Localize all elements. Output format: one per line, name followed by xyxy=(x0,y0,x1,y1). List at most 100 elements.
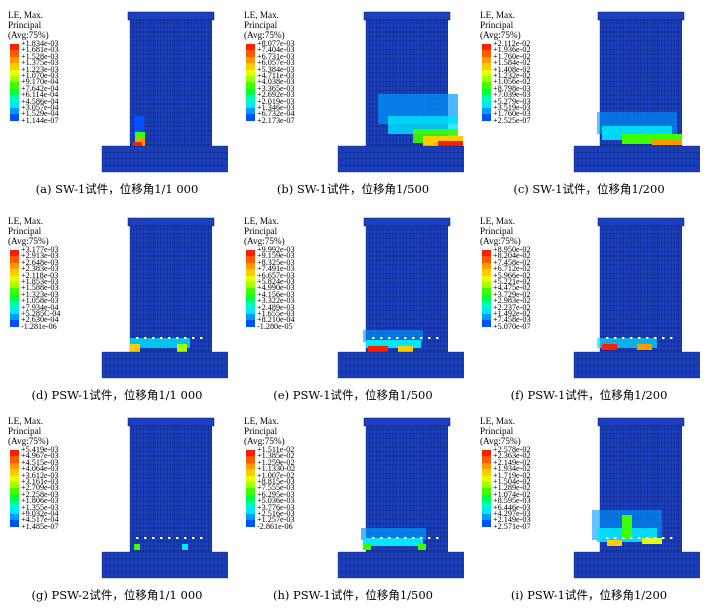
legend-row: +1.834e-03 xyxy=(8,39,59,51)
legend-value: +5.221e-02 xyxy=(493,276,531,286)
legend-row: +3.612e-03 xyxy=(8,471,59,482)
legend-row: +1.584e-02 xyxy=(480,58,531,70)
legend-row: +1.760e-03 xyxy=(480,109,531,121)
legend-value: +1.504e-02 xyxy=(493,476,531,486)
legend-value: +1.070e-03 xyxy=(21,70,59,80)
legend-swatch xyxy=(482,82,491,89)
legend-value: +1.289e-02 xyxy=(493,483,531,493)
legend-row: +6.057e-03 xyxy=(244,58,295,70)
legend-value: +2.019e-03 xyxy=(257,96,295,106)
legend-value: +5.824e-03 xyxy=(257,276,295,286)
legend-row: +6.712e-02 xyxy=(480,264,531,276)
strain-concentration xyxy=(597,338,657,348)
legend-header-line: LE, Max. xyxy=(8,10,43,20)
legend-value: +4.517e-04 xyxy=(21,515,59,525)
legend-row: +1.007e-02 xyxy=(244,471,295,482)
panel-g: LE, Max. Principal (Avg:75%) +5.419e-03 +4.9… xyxy=(2,410,232,610)
strain-concentration xyxy=(134,116,144,136)
loading-beam xyxy=(127,217,215,227)
strain-concentration xyxy=(637,344,652,350)
legend-row: +2.516e-03 xyxy=(244,509,295,521)
legend-value: +1.007e-02 xyxy=(257,470,295,480)
legend-row: +7.404e-03 xyxy=(244,45,295,57)
legend-swatch xyxy=(10,501,19,508)
legend-swatch xyxy=(482,507,491,514)
legend-swatch xyxy=(482,501,491,508)
legend-header-line: (Avg:75%) xyxy=(480,436,521,446)
legend-value: +4.711e-03 xyxy=(257,70,295,80)
legend-value: +2.571e-07 xyxy=(493,521,531,531)
legend-row: +1.936e-02 xyxy=(480,45,531,57)
legend-row: +7.642e-04 xyxy=(8,84,59,96)
legend-swatch xyxy=(246,501,255,508)
legend-row: +1.058e-03 xyxy=(8,296,59,308)
legend-row: +2.019e-03 xyxy=(244,97,295,108)
legend-swatch xyxy=(10,44,19,51)
legend-value: +8.950e-02 xyxy=(493,245,531,254)
legend-row: +1.257e-03 xyxy=(244,515,295,527)
legend-row: +6.114e-04 xyxy=(8,90,58,102)
legend-header-line: LE, Max. xyxy=(244,216,279,226)
legend-swatch xyxy=(482,462,491,470)
legend-row: +2.630e-04 xyxy=(8,315,59,327)
legend-swatch xyxy=(10,494,19,502)
legend-swatch xyxy=(246,275,255,282)
legend-swatch xyxy=(10,301,19,308)
loading-beam xyxy=(597,217,685,227)
legend-swatch xyxy=(482,469,491,476)
legend-row: +7.458e-02 xyxy=(480,258,531,270)
legend-row: +3.519e-03 xyxy=(480,103,531,115)
legend-value: +5.279e-03 xyxy=(493,96,531,106)
legend-row: +3.365e-03 xyxy=(244,84,295,96)
legend-row: +2.571e-07 xyxy=(480,522,531,531)
panel-f: LE, Max. Principal (Avg:75%) +8.950e-02 +8.2… xyxy=(474,210,704,410)
legend-row: +1.934e-02 xyxy=(480,464,531,476)
legend-swatch xyxy=(482,281,491,289)
legend-row: +1.259e-02 xyxy=(244,458,295,470)
legend-swatch xyxy=(10,513,19,521)
legend-row: +2.173e-07 xyxy=(244,116,295,125)
legend-value: +7.934e-04 xyxy=(21,302,59,312)
strain-concentration xyxy=(438,141,463,147)
legend-value: +1.528e-03 xyxy=(21,51,59,61)
legend-value: +2.149e-03 xyxy=(493,515,531,525)
legend-value: +4.297e-03 xyxy=(493,508,531,518)
legend-value: +1.257e-03 xyxy=(257,515,295,525)
legend-row: +4.517e-04 xyxy=(8,515,59,527)
legend-swatch xyxy=(482,513,491,521)
strain-concentration xyxy=(368,346,388,352)
legend-row: +5.279e-03 xyxy=(480,97,531,108)
legend-swatch xyxy=(10,82,19,89)
legend-value: +4.038e-03 xyxy=(257,77,295,87)
legend-value: +7.555e-03 xyxy=(257,483,295,493)
legend-header-line: LE, Max. xyxy=(8,416,43,426)
legend-row: +1.375e-03 xyxy=(8,58,59,70)
legend-value: +7.404e-03 xyxy=(257,45,295,55)
legend-value: +6.295e-03 xyxy=(257,489,295,499)
legend-value: +3.519e-03 xyxy=(493,102,531,112)
legend-header-line: Principal xyxy=(8,226,42,236)
legend-row: +1.529e-04 xyxy=(8,109,59,121)
legend-row: +4.475e-02 xyxy=(480,283,531,295)
legend-row: +8.325e-03 xyxy=(244,258,295,270)
legend-swatch xyxy=(10,294,19,302)
legend-value: +2.237e-02 xyxy=(493,302,531,312)
legend-row: +7.458e-03 xyxy=(480,315,531,327)
legend-row: +7.491e-03 xyxy=(244,264,295,276)
panel-caption: (f) PSW-1试件，位移角1/200 xyxy=(510,388,668,402)
legend-value: +6.446e-03 xyxy=(493,502,531,512)
legend-value: +3.322e-03 xyxy=(257,296,295,306)
legend-swatch xyxy=(246,250,255,257)
legend-row: +4.064e-03 xyxy=(8,464,59,476)
precast-joint-markers xyxy=(136,537,203,539)
legend-header-line: LE, Max. xyxy=(480,416,515,426)
legend-row: +1.511e-02 xyxy=(244,445,294,457)
strain-concentration xyxy=(363,538,423,546)
legend-row: +1.223e-03 xyxy=(8,65,59,76)
legend-value: +2.525e-07 xyxy=(493,115,531,125)
legend-row: +1.385e-02 xyxy=(244,451,295,463)
legend-row: +7.039e-03 xyxy=(480,90,531,102)
legend-value: +7.642e-04 xyxy=(21,83,59,93)
strain-concentration xyxy=(134,544,140,550)
legend-row: +1.681e-03 xyxy=(8,45,59,57)
